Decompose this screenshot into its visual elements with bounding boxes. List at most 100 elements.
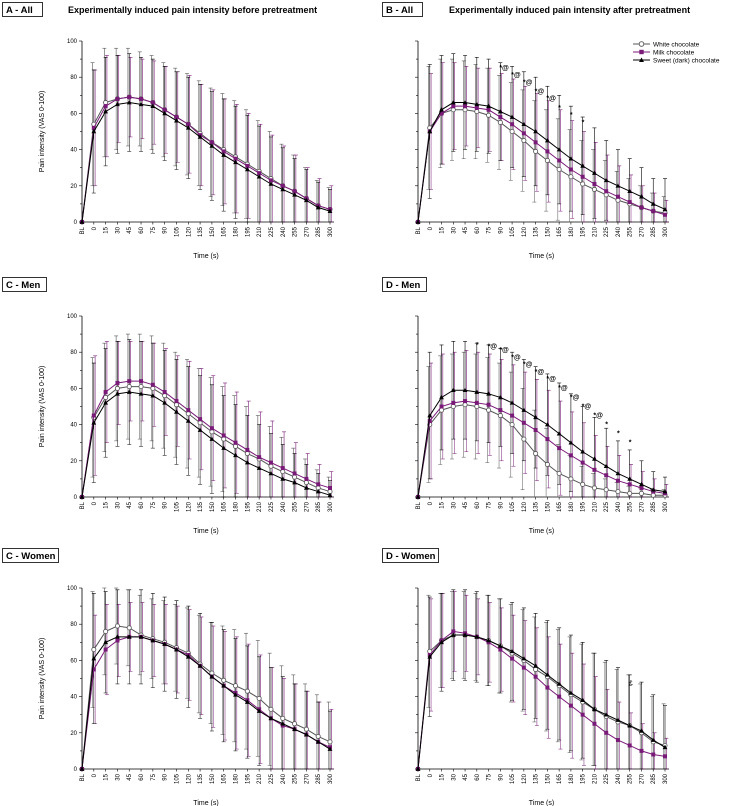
point-dark (221, 152, 227, 157)
x-tick-label: 105 (174, 501, 180, 512)
point-milk (486, 640, 491, 645)
point-milk (498, 408, 503, 413)
point-dark (533, 414, 539, 420)
legend-label-white: White chocolate (653, 42, 700, 49)
significance-marker: * (570, 112, 573, 119)
point-milk (186, 408, 191, 413)
x-tick-label: 120 (186, 773, 192, 784)
point-dark (256, 708, 262, 713)
significance-marker: *@ (511, 354, 521, 361)
point-milk (427, 418, 432, 423)
x-tick-label: 285 (651, 773, 657, 784)
point-dark (209, 674, 215, 679)
significance-marker: *@ (488, 344, 498, 351)
significance-marker: * (558, 105, 561, 112)
point-dark (233, 692, 238, 697)
series-line-dark (81, 102, 331, 223)
point-dark (450, 99, 456, 105)
point-milk (139, 96, 144, 101)
y-tick-label: 0 (74, 220, 78, 226)
point-milk (451, 400, 456, 405)
x-tick-label: 210 (257, 226, 263, 237)
point-milk (557, 694, 562, 699)
x-tick-label: 225 (604, 501, 610, 512)
point-white (292, 721, 298, 727)
x-tick-label: BL (416, 501, 422, 509)
point-dark (221, 445, 227, 450)
point-dark (509, 648, 515, 654)
x-tick-label: 180 (234, 501, 240, 512)
panel-label-box (382, 277, 427, 292)
point-milk (174, 399, 179, 404)
significance-marker: *@ (546, 96, 556, 103)
significance-marker: *@ (582, 403, 592, 410)
point-dark (521, 121, 527, 127)
point-milk (292, 471, 297, 476)
panel-b-all: B - All BL 0 15 30 45 60 75 90 105 120 135 150 165 180… (382, 2, 669, 260)
point-white (474, 403, 480, 409)
x-tick-label: 45 (127, 226, 133, 233)
panel-label: C - Women (6, 551, 56, 562)
panel-label-box (382, 2, 423, 17)
y-tick-label: 60 (70, 386, 77, 392)
panel-label: A - All (6, 5, 33, 16)
x-tick-label: 90 (498, 773, 504, 780)
series-line-milk (417, 400, 666, 498)
point-milk (545, 685, 550, 690)
point-dark (639, 194, 644, 199)
x-tick-label: 0 (92, 501, 98, 505)
significance-marker: *@ (535, 369, 545, 376)
point-dark (439, 107, 444, 112)
y-tick-label: 100 (67, 314, 78, 320)
significance-marker: *@ (523, 362, 533, 369)
x-tick-label: BL (80, 773, 86, 781)
point-dark (415, 219, 421, 224)
x-tick-label: 60 (139, 226, 145, 233)
point-milk (115, 380, 120, 385)
point-white (303, 726, 309, 732)
point-dark (315, 488, 321, 494)
point-dark (292, 479, 297, 485)
x-tick-label: 195 (581, 501, 587, 512)
x-tick-label: 105 (510, 501, 516, 512)
point-milk (91, 667, 96, 672)
point-white (280, 715, 286, 721)
y-tick-label: 40 (70, 423, 77, 429)
point-dark (592, 456, 597, 461)
point-white (533, 666, 539, 672)
x-axis-title: Time (s) (193, 528, 218, 535)
x-tick-label: 225 (269, 773, 275, 784)
x-tick-label: 0 (428, 773, 434, 777)
y-tick-label: 0 (74, 767, 78, 773)
point-dark (615, 470, 621, 476)
series-line-dark (417, 102, 666, 223)
point-dark (103, 639, 109, 645)
point-dark (256, 174, 262, 179)
x-tick-label: 225 (604, 226, 610, 237)
point-white (91, 647, 97, 653)
x-tick-label: 210 (592, 226, 598, 237)
point-white (256, 695, 262, 701)
point-white (126, 625, 132, 631)
x-tick-label: 30 (115, 773, 121, 780)
point-dark (462, 632, 468, 637)
point-dark (197, 134, 203, 139)
point-milk (580, 460, 585, 465)
point-dark (462, 387, 468, 393)
point-dark (268, 715, 274, 721)
point-dark (256, 465, 262, 470)
x-axis-title: Time (s) (529, 253, 554, 260)
point-milk (162, 390, 167, 395)
point-dark (427, 128, 433, 134)
x-tick-label: 75 (151, 773, 157, 780)
point-dark (580, 449, 586, 454)
point-dark (138, 101, 144, 107)
point-milk (474, 105, 479, 110)
point-milk (651, 752, 656, 757)
y-tick-label: 80 (70, 75, 77, 81)
point-white (521, 436, 527, 442)
x-tick-label: BL (80, 501, 86, 509)
x-tick-label: 210 (592, 773, 598, 784)
series-line-dark (81, 391, 331, 498)
